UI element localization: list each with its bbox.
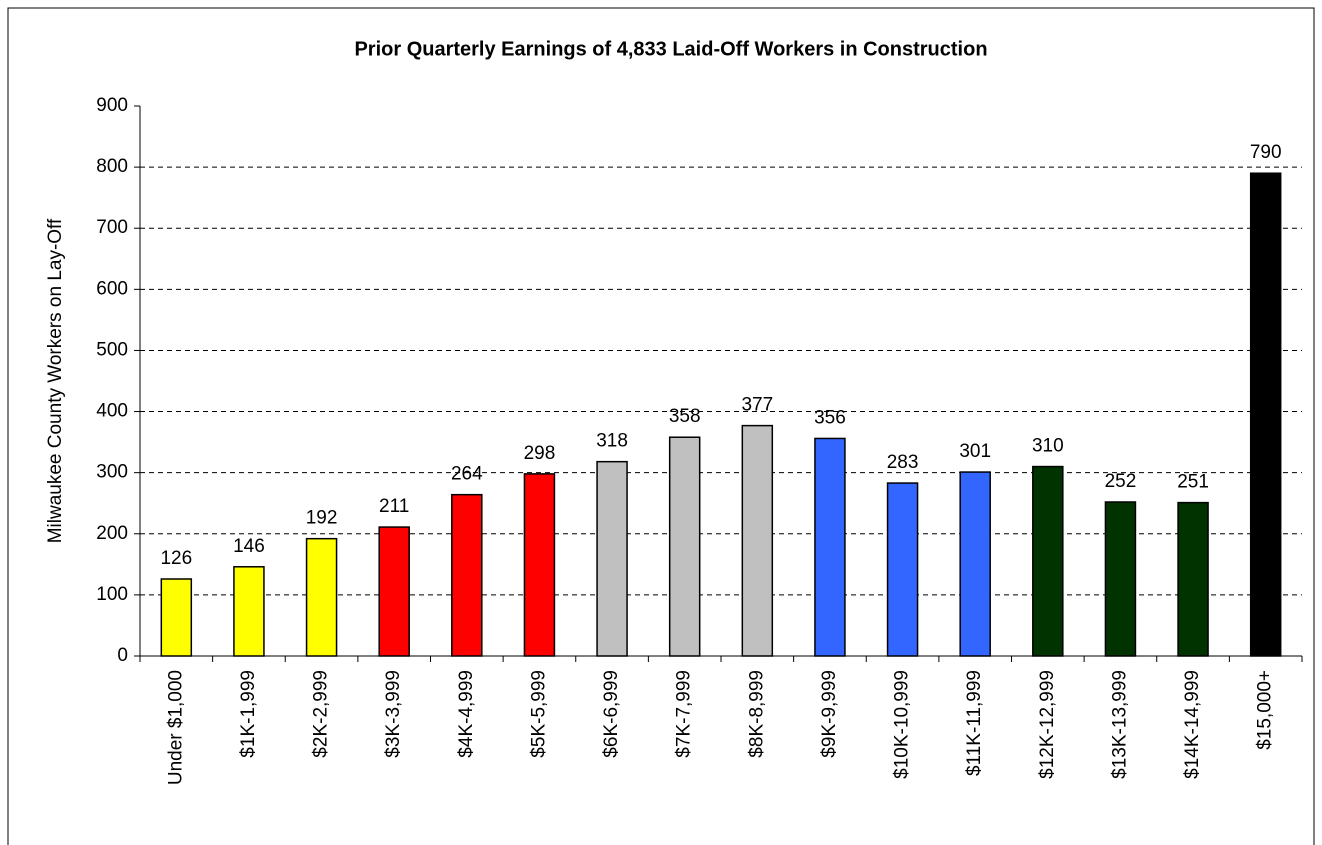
x-tick-label: $7K-7,999 bbox=[674, 670, 695, 758]
bar bbox=[886, 482, 919, 657]
x-tick-label: $1K-1,999 bbox=[238, 670, 259, 758]
bar bbox=[814, 437, 846, 657]
y-tick-label: 300 bbox=[96, 462, 128, 483]
bar bbox=[596, 460, 628, 657]
bar bbox=[1032, 465, 1064, 657]
value-label: 356 bbox=[814, 407, 846, 428]
y-tick-label: 100 bbox=[96, 584, 128, 605]
bar bbox=[451, 493, 483, 657]
bar bbox=[160, 578, 193, 657]
chart-title: Prior Quarterly Earnings of 4,833 Laid-O… bbox=[354, 38, 987, 60]
x-tick-label: $15,000+ bbox=[1255, 670, 1276, 750]
value-label: 252 bbox=[1105, 471, 1137, 492]
y-tick-label: 200 bbox=[96, 523, 128, 544]
x-tick-label: $10K-10,999 bbox=[892, 670, 913, 779]
bar bbox=[668, 436, 701, 657]
value-label: 251 bbox=[1177, 472, 1209, 493]
bar bbox=[1104, 501, 1137, 657]
value-label: 318 bbox=[596, 431, 628, 452]
bar bbox=[959, 471, 991, 657]
x-tick-label: $4K-4,999 bbox=[456, 670, 477, 758]
bar bbox=[1249, 172, 1282, 657]
y-tick-label: 400 bbox=[96, 401, 128, 422]
y-tick-label: 0 bbox=[117, 645, 128, 666]
y-tick-label: 800 bbox=[96, 156, 128, 177]
value-label: 790 bbox=[1250, 142, 1282, 163]
bar bbox=[305, 537, 338, 657]
bar bbox=[741, 424, 774, 657]
value-label: 310 bbox=[1032, 436, 1064, 457]
x-tick-label: $8K-8,999 bbox=[746, 670, 767, 758]
x-tick-label: Under $1,000 bbox=[165, 670, 186, 785]
x-tick-label: $12K-12,999 bbox=[1037, 670, 1058, 779]
y-axis-label: Milwaukee County Workers on Lay-Off bbox=[45, 218, 66, 543]
y-tick-label: 900 bbox=[96, 95, 128, 116]
value-label: 298 bbox=[524, 443, 556, 464]
value-label: 264 bbox=[451, 464, 483, 485]
bar bbox=[233, 566, 265, 657]
value-label: 301 bbox=[959, 441, 991, 462]
y-tick-label: 500 bbox=[96, 339, 128, 360]
x-tick-label: $2K-2,999 bbox=[311, 670, 332, 758]
value-label: 192 bbox=[306, 508, 338, 529]
value-label: 211 bbox=[379, 496, 409, 517]
x-tick-label: $5K-5,999 bbox=[528, 670, 549, 758]
value-label: 283 bbox=[887, 452, 919, 473]
x-tick-label: $13K-13,999 bbox=[1109, 670, 1130, 779]
bar bbox=[1177, 501, 1209, 657]
x-tick-label: $6K-6,999 bbox=[601, 670, 622, 758]
x-tick-label: $9K-9,999 bbox=[819, 670, 840, 758]
x-tick-label: $14K-14,999 bbox=[1182, 670, 1203, 779]
y-tick-label: 600 bbox=[96, 278, 128, 299]
x-tick-label: $11K-11,999 bbox=[964, 670, 985, 776]
bar bbox=[378, 526, 410, 657]
value-label: 126 bbox=[160, 548, 192, 569]
value-label: 146 bbox=[233, 536, 265, 557]
x-tick-label: $3K-3,999 bbox=[383, 670, 404, 758]
bar bbox=[523, 473, 556, 657]
chart-border bbox=[7, 7, 1315, 845]
value-label: 358 bbox=[669, 406, 701, 427]
y-tick-label: 700 bbox=[96, 217, 128, 238]
value-label: 377 bbox=[741, 395, 773, 416]
